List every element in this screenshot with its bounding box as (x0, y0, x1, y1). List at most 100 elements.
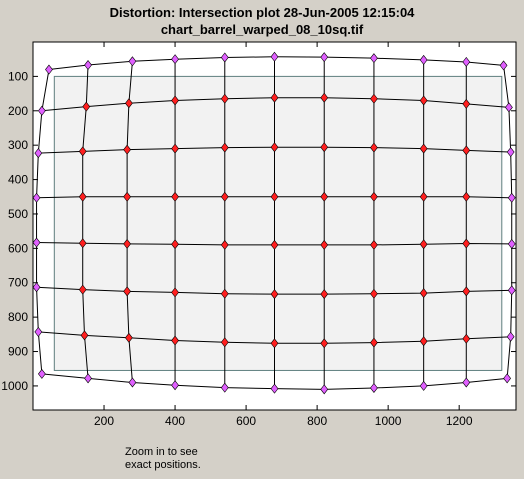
edge-intersection-point (84, 373, 92, 384)
inner-intersection-point (220, 337, 229, 348)
edge-intersection-point (37, 105, 46, 116)
x-tick-label: 400 (165, 414, 185, 428)
inner-intersection-point (171, 191, 179, 202)
inner-rectangle (53, 75, 503, 371)
inner-intersection-point (419, 239, 428, 250)
inner-intersection-point (171, 287, 179, 298)
inner-intersection-point (462, 333, 471, 344)
inner-intersection-point (220, 288, 229, 299)
chart-title-line-1: Distortion: Intersection plot 28-Jun-200… (109, 5, 415, 20)
vertical-grid-curve (503, 65, 513, 379)
inner-intersection-point (320, 289, 329, 300)
inner-intersection-point (80, 330, 89, 341)
inner-intersection-point (125, 332, 133, 343)
edge-intersection-point (128, 56, 137, 67)
y-tick-label: 900 (8, 345, 28, 359)
inner-intersection-point (370, 191, 378, 202)
inner-intersection-point (171, 143, 179, 154)
inner-intersection-point (270, 92, 279, 103)
inner-intersection-point (270, 239, 279, 250)
edge-intersection-point (462, 56, 471, 67)
inner-intersection-point (320, 92, 329, 103)
edge-intersection-point (503, 373, 512, 384)
y-tick-label: 700 (8, 276, 28, 290)
inner-intersection-point (123, 191, 131, 202)
y-tick-label: 500 (8, 207, 28, 221)
edge-intersection-point (220, 382, 229, 393)
inner-intersection-point (270, 338, 279, 349)
inner-intersection-point (462, 98, 471, 109)
edge-intersection-point (45, 64, 53, 75)
inner-intersection-point (419, 288, 428, 299)
zoom-note: Zoom in to see exact positions. (125, 446, 201, 472)
inner-intersection-point (171, 239, 179, 250)
edge-intersection-point (499, 60, 508, 71)
edge-intersection-point (34, 326, 43, 337)
edge-intersection-point (32, 282, 41, 293)
edge-intersection-point (128, 377, 137, 388)
inner-intersection-point (123, 238, 131, 249)
inner-intersection-point (78, 238, 87, 249)
edge-intersection-point (270, 51, 279, 62)
y-tick-label: 600 (8, 241, 28, 255)
y-tick-label: 400 (8, 173, 28, 187)
edge-intersection-point (507, 238, 516, 249)
inner-intersection-point (320, 239, 329, 250)
chart-title-line-2: chart_barrel_warped_08_10sq.tif (160, 22, 364, 37)
inner-intersection-point (125, 98, 133, 109)
chart-title: Distortion: Intersection plot 28-Jun-200… (0, 4, 524, 38)
edge-intersection-point (462, 377, 471, 388)
vertical-grid-curve (82, 65, 89, 379)
inner-intersection-point (78, 284, 87, 295)
y-tick-label: 100 (8, 69, 28, 83)
edge-intersection-point (34, 148, 43, 159)
edge-intersection-point (270, 383, 279, 394)
inner-intersection-point (370, 288, 378, 299)
edge-intersection-point (507, 192, 516, 203)
inner-intersection-point (82, 101, 91, 112)
x-tick-label: 200 (94, 414, 114, 428)
zoom-note-line-1: Zoom in to see (125, 446, 198, 458)
edge-intersection-point (32, 192, 41, 203)
y-tick-label: 300 (8, 138, 28, 152)
inner-intersection-point (171, 335, 179, 346)
y-tick-label: 800 (8, 310, 28, 324)
inner-intersection-point (419, 143, 428, 154)
inner-intersection-point (270, 289, 279, 300)
inner-intersection-point (370, 142, 378, 153)
inner-intersection-point (123, 286, 131, 297)
edge-intersection-point (506, 147, 515, 158)
inner-intersection-point (419, 95, 428, 106)
inner-intersection-point (462, 145, 471, 156)
edge-intersection-point (32, 237, 41, 248)
inner-intersection-point (171, 95, 179, 106)
edge-intersection-point (505, 102, 513, 113)
edge-intersection-point (84, 60, 92, 71)
edge-intersection-point (171, 54, 179, 65)
inner-intersection-point (419, 336, 428, 347)
inner-intersection-point (220, 191, 229, 202)
x-tick-label: 800 (307, 414, 327, 428)
inner-intersection-point (78, 146, 87, 157)
y-tick-label: 200 (8, 104, 28, 118)
inner-intersection-point (462, 238, 471, 249)
zoom-note-line-2: exact positions. (125, 459, 201, 471)
y-tick-label: 1000 (1, 379, 28, 393)
edge-intersection-point (419, 380, 428, 391)
edge-intersection-point (370, 383, 378, 393)
edge-intersection-point (320, 384, 329, 395)
x-tick-label: 1200 (446, 414, 473, 428)
inner-intersection-point (370, 93, 378, 104)
inner-intersection-point (419, 191, 428, 202)
inner-intersection-point (320, 338, 329, 349)
inner-intersection-point (462, 191, 471, 202)
edge-intersection-point (220, 52, 229, 63)
inner-intersection-point (270, 191, 279, 202)
vertical-grid-curve (126, 61, 133, 383)
inner-intersection-point (462, 286, 471, 297)
inner-intersection-point (220, 93, 229, 104)
edge-intersection-point (370, 53, 378, 64)
inner-intersection-point (370, 337, 378, 348)
edge-intersection-point (419, 54, 428, 65)
